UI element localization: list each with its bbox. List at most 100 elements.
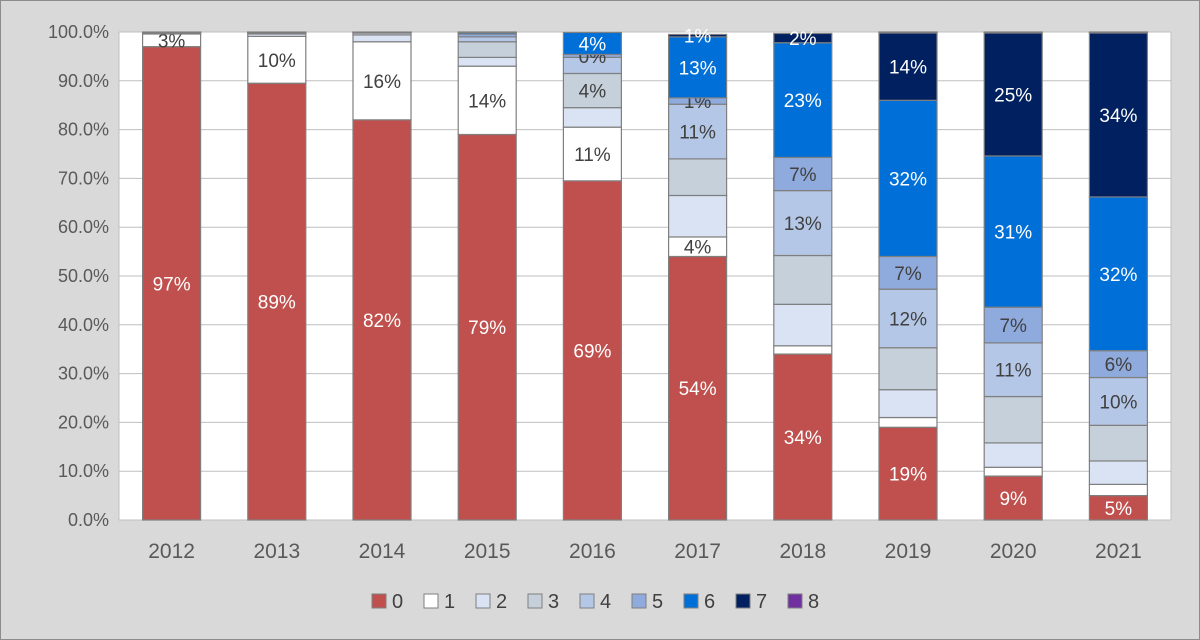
data-label-2018-s7: 2%: [789, 29, 817, 50]
x-category-label: 2019: [885, 540, 932, 563]
legend-label-8: 8: [808, 591, 819, 613]
x-category-label: 2016: [569, 540, 616, 563]
x-category-label: 2015: [464, 540, 511, 563]
legend-label-4: 4: [600, 591, 611, 613]
data-label-2019-s4: 12%: [889, 309, 927, 330]
data-label-2019-s6: 32%: [889, 169, 927, 190]
bar-segment-2020-s1: [983, 466, 1043, 477]
legend-label-6: 6: [704, 591, 715, 613]
bar-segment-2019-s6: [878, 99, 938, 258]
legend-swatch-3: [527, 593, 543, 609]
bar-segment-2020-s7: [983, 32, 1043, 157]
x-category-label: 2013: [253, 540, 300, 563]
y-tick-label: 0.0%: [68, 510, 109, 530]
y-tick-label: 70.0%: [58, 168, 109, 188]
data-label-2020-s0: 9%: [999, 489, 1027, 510]
bar-segment-2018-s0: [773, 353, 833, 521]
legend-swatch-0: [371, 593, 387, 609]
data-label-2019-s7: 14%: [889, 58, 927, 79]
data-label-2012-s0: 97%: [153, 274, 191, 295]
data-label-2014-s0: 82%: [363, 311, 401, 332]
y-tick-label: 50.0%: [58, 266, 109, 286]
data-label-2021-s7: 34%: [1099, 106, 1137, 127]
bar-segment-2018-s5: [773, 156, 833, 192]
legend-swatch-7: [735, 593, 751, 609]
data-label-2021-s5: 6%: [1105, 355, 1133, 376]
x-category-label: 2014: [359, 540, 406, 563]
x-category-label: 2020: [990, 540, 1037, 563]
bar-segment-2017-s0: [667, 255, 728, 521]
bar-segment-2019-s1: [878, 416, 938, 428]
data-label-2021-s4: 10%: [1099, 392, 1137, 413]
bar-segment-2021-s0: [1088, 495, 1149, 521]
legend-swatch-1: [423, 593, 439, 609]
bar-segment-2016-s3: [562, 72, 623, 109]
bar-segment-2016-s1: [562, 126, 623, 182]
y-tick-label: 30.0%: [58, 364, 109, 384]
bar-segment-2019-s7: [878, 32, 938, 101]
legend-swatch-8: [787, 593, 803, 609]
legend-swatch-4: [579, 593, 595, 609]
data-label-2020-s4: 11%: [995, 361, 1032, 382]
bar-segment-2020-s8: [983, 31, 1043, 34]
bar-segment-2021-s8: [1088, 31, 1149, 34]
data-label-2016-s3: 4%: [579, 82, 607, 103]
bar-segment-2020-s3: [983, 395, 1043, 444]
bar-segment-2014-s2: [352, 34, 412, 43]
bar-segment-2017-s4: [667, 103, 728, 160]
bar-segment-2020-s0: [983, 475, 1043, 521]
data-label-2020-s6: 31%: [994, 223, 1032, 244]
bar-segment-2015-s0: [457, 133, 517, 521]
y-tick-label: 20.0%: [58, 412, 109, 432]
bar-segment-2017-s2: [667, 194, 728, 238]
bar-segment-2021-s4: [1088, 376, 1149, 426]
data-label-2020-s5: 7%: [999, 316, 1027, 337]
data-label-2013-s0: 89%: [258, 293, 296, 314]
bar-segment-2013-s1: [247, 35, 307, 84]
data-label-2018-s0: 34%: [784, 428, 822, 449]
y-tick-label: 90.0%: [58, 71, 109, 91]
data-label-2018-s6: 23%: [784, 91, 822, 112]
data-label-2017-s7: 1%: [684, 27, 712, 48]
legend-label-2: 2: [496, 591, 507, 613]
bar-segment-2017-s7: [667, 33, 728, 38]
data-label-2014-s1: 16%: [363, 72, 401, 93]
data-label-2016-s0: 69%: [573, 341, 611, 362]
y-tick-label: 40.0%: [58, 315, 109, 335]
data-label-2019-s0: 19%: [889, 465, 927, 486]
data-label-2021-s6: 32%: [1099, 265, 1137, 286]
bar-segment-2015-s3: [457, 41, 517, 58]
data-label-2013-s1: 10%: [258, 51, 296, 72]
legend-label-7: 7: [756, 591, 767, 613]
bar-segment-2021-s2: [1088, 460, 1149, 485]
y-tick-label: 100.0%: [48, 22, 109, 42]
bar-segment-2017-s6: [667, 36, 728, 99]
bar-segment-2020-s2: [983, 442, 1043, 468]
bar-segment-2014-s1: [352, 41, 412, 121]
bar-segment-2019-s0: [878, 426, 938, 521]
bar-segment-2021-s3: [1088, 424, 1149, 462]
legend-label-1: 1: [444, 591, 455, 613]
data-label-2018-s4: 13%: [784, 214, 822, 235]
legend-label-3: 3: [548, 591, 559, 613]
bar-segment-2020-s5: [983, 306, 1043, 344]
data-label-2018-s5: 7%: [789, 165, 817, 186]
x-category-label: 2018: [779, 540, 826, 563]
bar-segment-2019-s5: [878, 255, 938, 290]
bar-segment-2018-s2: [773, 303, 833, 347]
bar-segment-2012-s0: [142, 46, 202, 521]
data-label-2015-s0: 79%: [468, 318, 506, 339]
bar-segment-2015-s1: [457, 65, 517, 136]
legend-swatch-5: [631, 593, 647, 609]
data-label-2017-s4: 11%: [679, 123, 716, 144]
y-tick-label: 10.0%: [58, 461, 109, 481]
data-label-2016-s6: 4%: [579, 34, 607, 55]
bar-segment-2015-s2: [457, 56, 517, 67]
bar-segment-2018-s7: [773, 32, 833, 44]
bar-segment-2013-s0: [247, 82, 307, 521]
x-category-label: 2012: [148, 540, 195, 563]
data-label-2021-s0: 5%: [1105, 499, 1133, 520]
data-label-2017-s0: 54%: [679, 379, 717, 400]
